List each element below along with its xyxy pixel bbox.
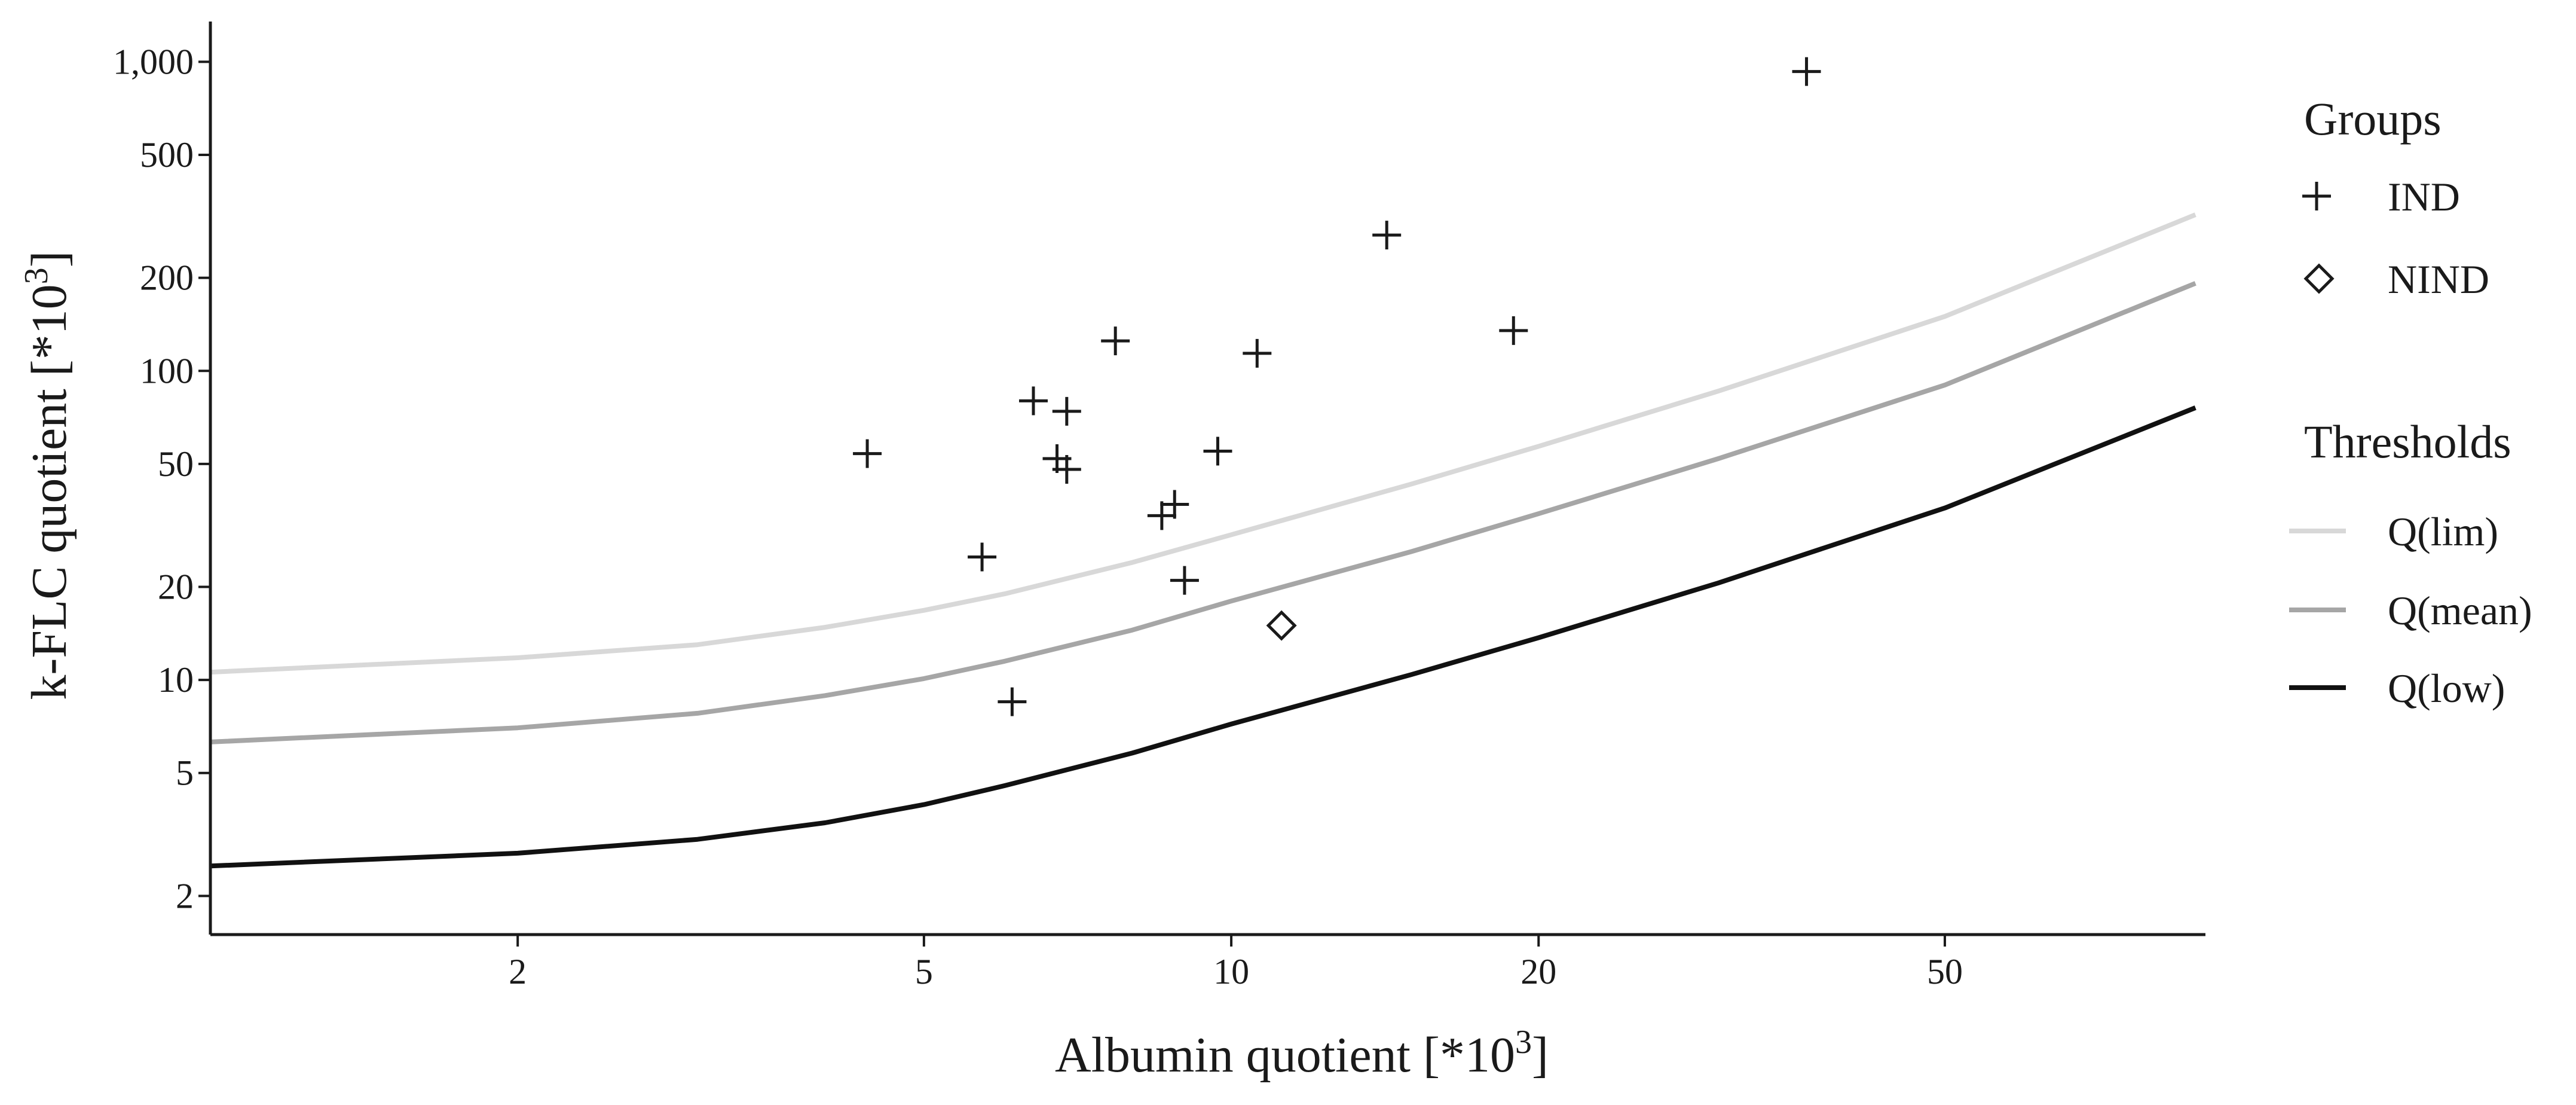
data-point-ind [968,542,997,572]
x-tick-label: 5 [915,952,933,991]
legend-label-qlim: Q(lim) [2388,509,2498,554]
data-point-ind [1792,57,1821,86]
legend: Groups IND NIND Thresholds Q(lim) Q(mean… [2289,93,2532,711]
y-axis-title: k-FLC quotient [*103] [18,251,77,700]
legend-thresholds-title: Thresholds [2304,416,2511,468]
y-tick-label: 2 [176,876,194,915]
legend-label-ind: IND [2388,174,2460,219]
data-point-ind [1372,221,1402,250]
plus-icon [2302,182,2331,210]
data-point-ind [1243,338,1272,368]
legend-item-ind: IND [2302,174,2460,219]
y-tick-label: 5 [176,753,194,793]
data-point-ind [998,687,1027,716]
x-tick-label: 2 [509,952,527,991]
y-tick-label: 50 [158,444,194,484]
data-point-ind [1052,455,1081,484]
y-tick-label: 10 [158,660,194,700]
data-points [853,57,1821,716]
data-point-ind [1499,316,1528,345]
legend-item-nind: NIND [2303,257,2489,302]
diamond-icon [2303,263,2335,294]
legend-label-qmean: Q(mean) [2388,588,2532,633]
data-point-ind [1203,436,1232,466]
legend-item-qmean: Q(mean) [2289,588,2532,633]
data-point-ind [853,439,882,468]
data-point-ind [1052,396,1081,426]
data-point-ind [1170,566,1199,595]
data-point-nind [1266,610,1297,641]
threshold-line-qlow [210,405,2196,869]
axis-ticks: 2 5 10 20 50 2 5 10 20 50 100 200 500 1,000 [113,42,1963,991]
legend-label-nind: NIND [2388,257,2489,302]
data-point-ind [1147,501,1176,530]
x-tick-label: 50 [1927,952,1963,991]
threshold-line-qlim [210,212,2196,675]
data-point-ind [1101,326,1130,356]
y-tick-label: 1,000 [113,42,194,81]
legend-item-qlow: Q(low) [2289,666,2505,711]
data-point-ind [1019,386,1048,416]
legend-groups-title: Groups [2304,93,2442,145]
y-tick-label: 100 [140,351,194,390]
x-tick-label: 10 [1213,952,1249,991]
threshold-line-qmean [210,281,2196,744]
x-axis-title: Albumin quotient [*103] [1055,1024,1549,1083]
legend-label-qlow: Q(low) [2388,666,2505,711]
x-tick-label: 20 [1520,952,1556,991]
y-tick-label: 20 [158,567,194,607]
y-tick-label: 500 [140,135,194,175]
y-tick-label: 200 [140,258,194,298]
data-point-ind [1160,490,1189,519]
threshold-lines [210,212,2196,869]
legend-item-qlim: Q(lim) [2289,509,2498,554]
